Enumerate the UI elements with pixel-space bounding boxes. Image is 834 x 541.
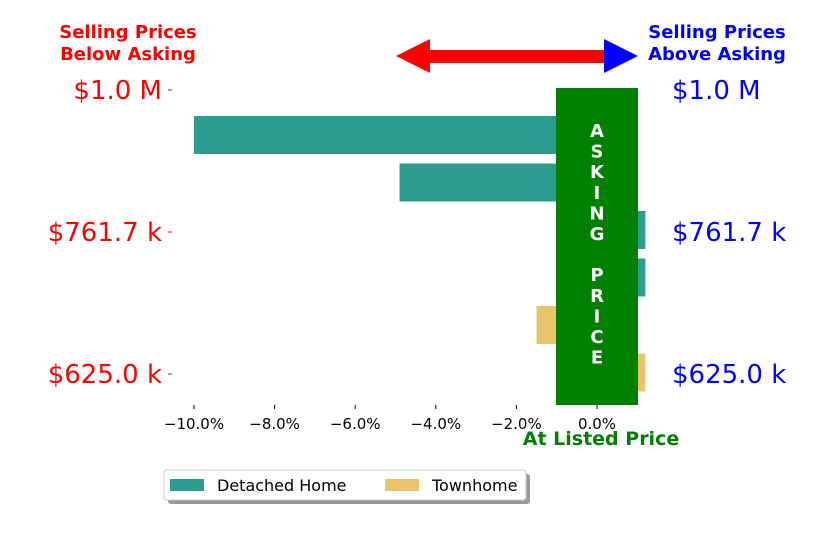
y-axis-right-labels: $1.0 M $761.7 k $625.0 k bbox=[672, 76, 786, 390]
legend-swatch bbox=[385, 479, 419, 491]
arrow-head-left-icon bbox=[396, 39, 430, 73]
legend-swatch bbox=[170, 479, 204, 491]
direction-arrow bbox=[396, 39, 638, 73]
band-letter: K bbox=[590, 162, 605, 183]
band-letter: N bbox=[589, 203, 604, 224]
arrow-head-right-icon bbox=[604, 39, 638, 73]
x-tick-label: −6.0% bbox=[330, 415, 381, 433]
right-header-line-2: Above Asking bbox=[648, 44, 786, 65]
x-tick-label: −8.0% bbox=[249, 415, 300, 433]
legend-box bbox=[163, 469, 527, 501]
arrow-shaft bbox=[428, 50, 608, 63]
y-tick-label-left: $625.0 k bbox=[48, 360, 162, 390]
x-axis: −10.0% −8.0% −6.0% −4.0% −2.0% 0.0% bbox=[164, 405, 616, 433]
band-letter: E bbox=[591, 348, 603, 369]
legend-label: Detached Home bbox=[217, 476, 347, 495]
left-header-line-2: Below Asking bbox=[60, 44, 196, 65]
band-letter: R bbox=[590, 286, 604, 307]
legend-label: Townhome bbox=[431, 476, 517, 495]
band-letter: S bbox=[591, 142, 604, 163]
y-tick-label-right: $761.7 k bbox=[672, 218, 786, 248]
x-tick-label: 0.0% bbox=[578, 415, 616, 433]
band-letter: I bbox=[594, 306, 601, 327]
x-tick-label: −4.0% bbox=[410, 415, 461, 433]
band-letter: C bbox=[590, 327, 603, 348]
band-letter: G bbox=[590, 224, 605, 245]
band-letter: A bbox=[590, 121, 604, 142]
legend: Detached Home Townhome bbox=[163, 469, 530, 504]
band-letter: P bbox=[590, 265, 603, 286]
y-tick-label-left: $761.7 k bbox=[48, 218, 162, 248]
y-axis-left-labels: $1.0 M $761.7 k $625.0 k bbox=[48, 76, 172, 390]
at-listed-price-label: At Listed Price bbox=[523, 428, 679, 450]
legend-items: Detached Home Townhome bbox=[170, 476, 517, 495]
right-header-line-1: Selling Prices bbox=[648, 22, 785, 43]
left-header-line-1: Selling Prices bbox=[59, 22, 196, 43]
band-letter: I bbox=[594, 183, 601, 204]
bar bbox=[194, 116, 597, 154]
y-tick-label-right: $1.0 M bbox=[672, 76, 761, 106]
y-tick-label-right: $625.0 k bbox=[672, 360, 786, 390]
asking-price-band bbox=[556, 88, 638, 405]
x-tick-label: −2.0% bbox=[491, 415, 542, 433]
y-tick-label-left: $1.0 M bbox=[73, 76, 162, 106]
x-tick-label: −10.0% bbox=[164, 415, 224, 433]
